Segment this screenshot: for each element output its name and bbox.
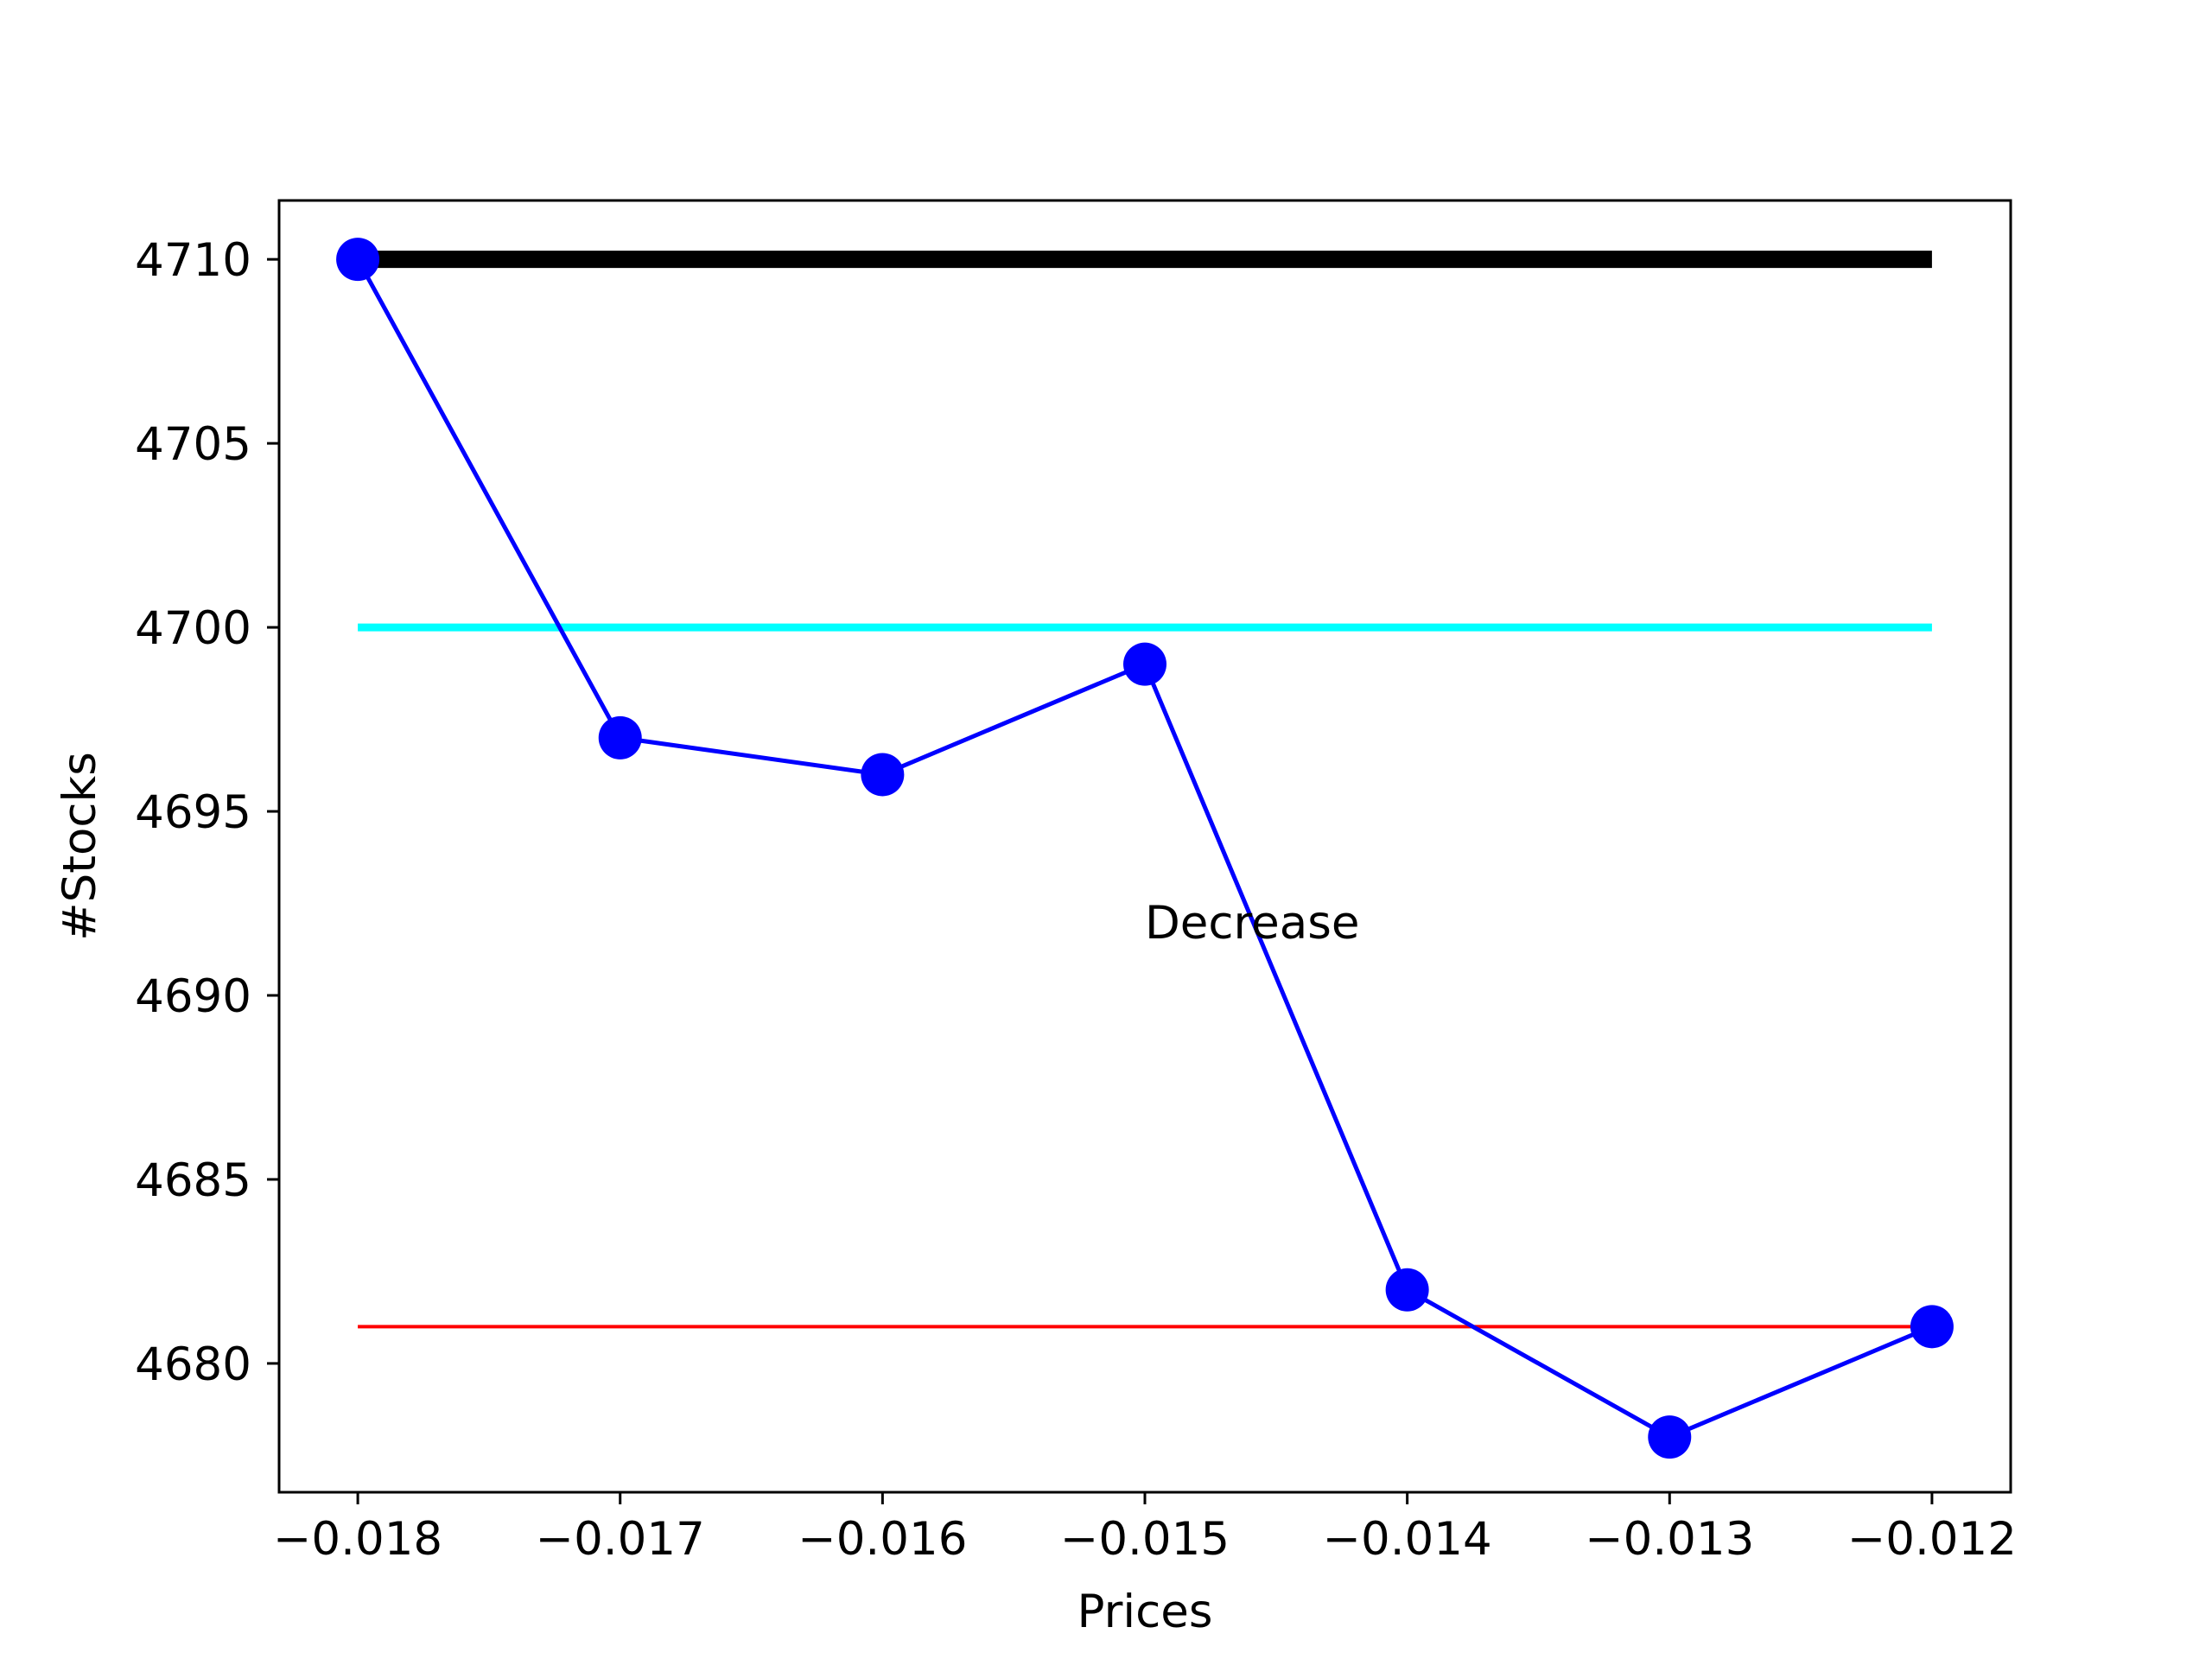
annotation-text: Decrease [1145,897,1360,950]
annotation-layer: Decrease [1145,897,1360,950]
y-tick-label: 4705 [135,418,251,471]
y-tick-label: 4710 [135,234,251,287]
data-point [1648,1415,1692,1459]
data-point [598,715,642,760]
y-axis: 4680 4685 4690 4695 4700 4705 4710 [135,234,279,1391]
data-point [336,238,380,282]
x-tick-label: −0.014 [1323,1513,1492,1566]
data-point [1123,642,1166,686]
data-point [861,753,905,797]
x-tick-label: −0.013 [1585,1513,1754,1566]
x-tick-label: −0.015 [1060,1513,1230,1566]
x-axis: −0.018 −0.017 −0.016 −0.015 −0.014 −0.013 −0.0… [273,1492,2017,1566]
x-tick-label: −0.018 [273,1513,442,1566]
data-point [1910,1305,1954,1349]
x-tick-label: −0.012 [1847,1513,2017,1566]
y-tick-label: 4690 [135,970,251,1023]
x-tick-label: −0.017 [536,1513,705,1566]
y-tick-label: 4695 [135,786,251,839]
y-axis-label: #Stocks [54,752,106,941]
data-point [1385,1268,1429,1312]
y-tick-label: 4680 [135,1338,251,1391]
y-tick-label: 4685 [135,1154,251,1207]
reference-lines [358,251,1932,1329]
y-tick-label: 4700 [135,602,251,655]
series-layer [336,238,1954,1459]
x-axis-label: Prices [1077,1586,1213,1638]
x-tick-label: −0.016 [798,1513,967,1566]
